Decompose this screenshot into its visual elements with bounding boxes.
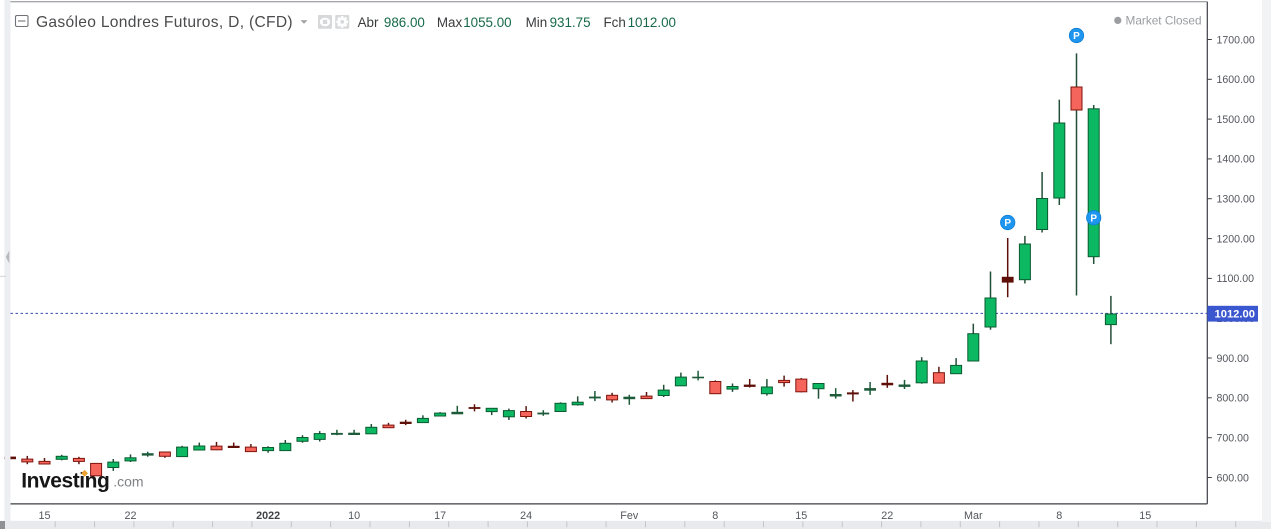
svg-text:15: 15 <box>795 510 807 522</box>
svg-text:22: 22 <box>124 510 136 522</box>
svg-text:Investing: Investing <box>21 470 109 493</box>
svg-text:Fev: Fev <box>620 510 639 522</box>
svg-text:24: 24 <box>520 510 532 522</box>
svg-text:Min: Min <box>526 15 548 30</box>
svg-text:15: 15 <box>38 510 50 522</box>
svg-text:1100.00: 1100.00 <box>1217 273 1255 285</box>
svg-text:15: 15 <box>1139 510 1151 522</box>
svg-text:17: 17 <box>434 510 446 522</box>
svg-text:986.00: 986.00 <box>384 15 425 30</box>
svg-text:Fch: Fch <box>604 15 626 30</box>
svg-text:700.00: 700.00 <box>1217 433 1250 445</box>
svg-text:Market Closed: Market Closed <box>1126 14 1202 28</box>
svg-text:10: 10 <box>348 510 360 522</box>
svg-text:Gasóleo Londres Futuros, D, (C: Gasóleo Londres Futuros, D, (CFD) <box>36 14 293 31</box>
svg-text:800.00: 800.00 <box>1217 393 1250 405</box>
svg-text:.com: .com <box>113 474 143 490</box>
svg-text:Max: Max <box>437 15 463 30</box>
svg-text:P: P <box>1004 218 1011 229</box>
svg-text:1500.00: 1500.00 <box>1217 114 1255 126</box>
svg-text:1700.00: 1700.00 <box>1217 34 1255 46</box>
svg-text:Mar: Mar <box>964 510 983 522</box>
svg-text:1600.00: 1600.00 <box>1217 74 1255 86</box>
svg-text:22: 22 <box>881 510 893 522</box>
svg-text:1012.00: 1012.00 <box>628 15 676 30</box>
svg-text:1055.00: 1055.00 <box>463 15 511 30</box>
svg-text:Abr: Abr <box>358 15 379 30</box>
svg-text:P: P <box>1073 31 1080 42</box>
svg-text:8: 8 <box>1056 510 1062 522</box>
svg-text:900.00: 900.00 <box>1217 353 1250 365</box>
svg-text:8: 8 <box>712 510 718 522</box>
svg-text:2022: 2022 <box>256 510 280 522</box>
svg-text:931.75: 931.75 <box>550 15 591 30</box>
svg-text:P: P <box>1090 213 1097 224</box>
svg-text:600.00: 600.00 <box>1217 472 1250 484</box>
svg-text:1300.00: 1300.00 <box>1217 194 1255 206</box>
svg-text:1400.00: 1400.00 <box>1217 154 1255 166</box>
svg-text:1200.00: 1200.00 <box>1217 233 1255 245</box>
svg-text:1012.00: 1012.00 <box>1215 309 1255 321</box>
